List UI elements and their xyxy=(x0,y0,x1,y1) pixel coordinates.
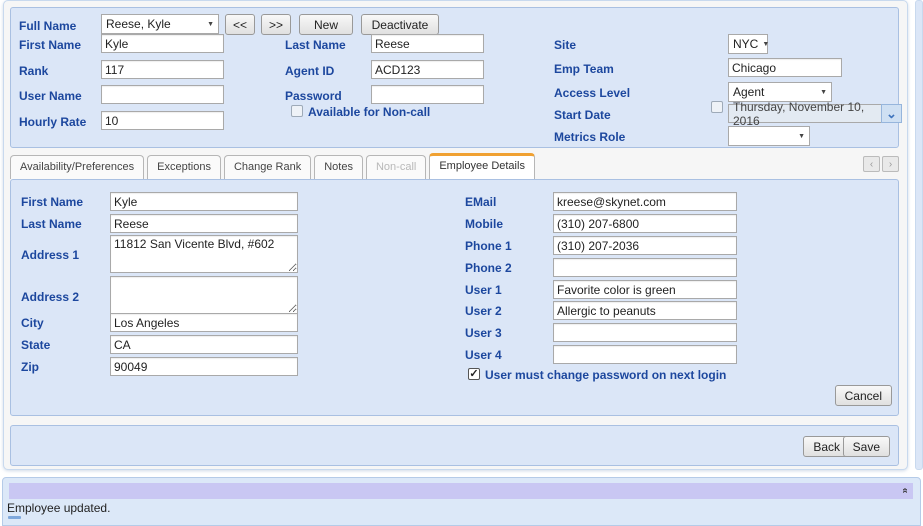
must-change-password-checkbox[interactable]: ✓ xyxy=(468,368,480,380)
employee-details-panel: First Name Last Name Address 1 11812 San… xyxy=(10,179,899,416)
agent-id-input[interactable] xyxy=(371,60,484,79)
zip-label: Zip xyxy=(21,360,39,374)
new-employee-button[interactable]: New xyxy=(299,14,353,35)
phone2-input[interactable] xyxy=(553,258,737,277)
hourly-rate-input[interactable] xyxy=(101,111,224,130)
site-selected-value: NYC xyxy=(733,37,759,51)
user4-label: User 4 xyxy=(465,348,502,362)
prev-employee-button[interactable]: << xyxy=(225,14,255,35)
full-name-label: Full Name xyxy=(19,19,77,33)
user-name-label: User Name xyxy=(19,89,82,103)
rank-label: Rank xyxy=(19,64,49,78)
chevron-down-icon: ▼ xyxy=(207,20,214,28)
password-input[interactable] xyxy=(371,85,484,104)
hourly-rate-label: Hourly Rate xyxy=(19,115,87,129)
city-input[interactable] xyxy=(110,313,298,332)
user-name-input[interactable] xyxy=(101,85,224,104)
mobile-input[interactable] xyxy=(553,214,737,233)
emp-team-input[interactable] xyxy=(728,58,842,77)
tab-notes[interactable]: Notes xyxy=(314,155,363,179)
email-input[interactable] xyxy=(553,192,737,211)
tab-strip: Availability/Preferences Exceptions Chan… xyxy=(10,152,905,179)
employee-summary-panel: Full Name Reese, Kyle ▼ << >> New Deacti… xyxy=(10,7,902,148)
chevron-down-icon: ▼ xyxy=(762,40,770,48)
status-panel: « Employee updated. xyxy=(2,477,921,526)
site-select[interactable]: NYC ▼ xyxy=(728,34,770,54)
user2-label: User 2 xyxy=(465,304,502,318)
emp-team-label: Emp Team xyxy=(554,62,614,76)
mobile-label: Mobile xyxy=(465,217,503,231)
rank-input[interactable] xyxy=(101,60,224,79)
next-employee-button[interactable]: >> xyxy=(261,14,291,35)
metrics-role-select[interactable]: ▼ xyxy=(728,126,810,146)
tab-scroll-left-icon[interactable]: ‹ xyxy=(863,156,880,172)
site-label: Site xyxy=(554,38,577,52)
tab-employee-details[interactable]: Employee Details xyxy=(429,153,535,179)
tab-non-call: Non-call xyxy=(365,155,427,179)
main-container: Full Name Reese, Kyle ▼ << >> New Deacti… xyxy=(3,0,908,470)
city-label: City xyxy=(21,316,44,330)
user4-input[interactable] xyxy=(553,345,737,364)
email-label: EMail xyxy=(465,195,497,209)
phone1-label: Phone 1 xyxy=(465,239,512,253)
must-change-password-label: User must change password on next login xyxy=(485,368,727,382)
first-name-label: First Name xyxy=(19,38,82,52)
detail-first-name-input[interactable] xyxy=(110,192,298,211)
zip-input[interactable] xyxy=(110,357,298,376)
calendar-dropdown-button[interactable]: ⌄ xyxy=(881,104,902,123)
right-edge-strip xyxy=(915,0,923,470)
footer-bar: Back Save xyxy=(10,425,899,466)
access-level-label: Access Level xyxy=(554,86,631,100)
save-button[interactable]: Save xyxy=(842,436,890,457)
user3-input[interactable] xyxy=(553,323,737,342)
phone1-input[interactable] xyxy=(553,236,737,255)
available-non-call-checkbox[interactable] xyxy=(291,105,303,117)
address2-textarea[interactable] xyxy=(110,276,298,314)
tab-scroll-right-icon[interactable]: › xyxy=(882,156,899,172)
chevron-down-icon: ⌄ xyxy=(886,105,897,121)
password-label: Password xyxy=(285,89,342,103)
start-date-field[interactable]: Thursday, November 10, 2016 xyxy=(728,100,882,128)
tab-exceptions[interactable]: Exceptions xyxy=(147,155,221,179)
check-icon: ✓ xyxy=(469,368,479,380)
collapse-icon[interactable]: « xyxy=(899,487,911,494)
user1-input[interactable] xyxy=(553,280,737,299)
chevron-down-icon: ▼ xyxy=(820,88,827,96)
first-name-input[interactable] xyxy=(101,34,224,53)
access-level-select[interactable]: Agent ▼ xyxy=(728,82,832,102)
deactivate-button[interactable]: Deactivate xyxy=(361,14,439,35)
address2-label: Address 2 xyxy=(21,290,80,304)
tab-scroll-buttons: ‹ › xyxy=(863,156,899,172)
last-name-label: Last Name xyxy=(285,38,346,52)
chevron-down-icon: ▼ xyxy=(798,132,805,140)
agent-id-label: Agent ID xyxy=(285,64,335,78)
full-name-selected-value: Reese, Kyle xyxy=(106,17,171,31)
user1-label: User 1 xyxy=(465,283,502,297)
full-name-select[interactable]: Reese, Kyle ▼ xyxy=(101,14,219,34)
cancel-button[interactable]: Cancel xyxy=(834,385,892,406)
start-date-checkbox[interactable] xyxy=(711,101,723,113)
detail-first-name-label: First Name xyxy=(21,195,84,209)
last-name-input[interactable] xyxy=(371,34,484,53)
tab-change-rank[interactable]: Change Rank xyxy=(223,155,312,179)
metrics-role-label: Metrics Role xyxy=(554,130,626,144)
address1-textarea[interactable]: 11812 San Vicente Blvd, #602 xyxy=(110,235,298,273)
start-date-label: Start Date xyxy=(554,108,611,122)
status-message: Employee updated. xyxy=(7,501,111,515)
access-level-selected-value: Agent xyxy=(733,85,765,99)
text-cursor-marker xyxy=(8,516,21,519)
state-input[interactable] xyxy=(110,335,298,354)
user2-input[interactable] xyxy=(553,301,737,320)
detail-last-name-input[interactable] xyxy=(110,214,298,233)
back-button[interactable]: Back xyxy=(803,436,850,457)
tab-availability-preferences[interactable]: Availability/Preferences xyxy=(10,155,145,179)
phone2-label: Phone 2 xyxy=(465,261,512,275)
user3-label: User 3 xyxy=(465,326,502,340)
detail-last-name-label: Last Name xyxy=(21,217,82,231)
state-label: State xyxy=(21,338,51,352)
address1-label: Address 1 xyxy=(21,248,80,262)
available-non-call-label: Available for Non-call xyxy=(308,105,431,119)
status-header-bar: « xyxy=(9,483,913,499)
